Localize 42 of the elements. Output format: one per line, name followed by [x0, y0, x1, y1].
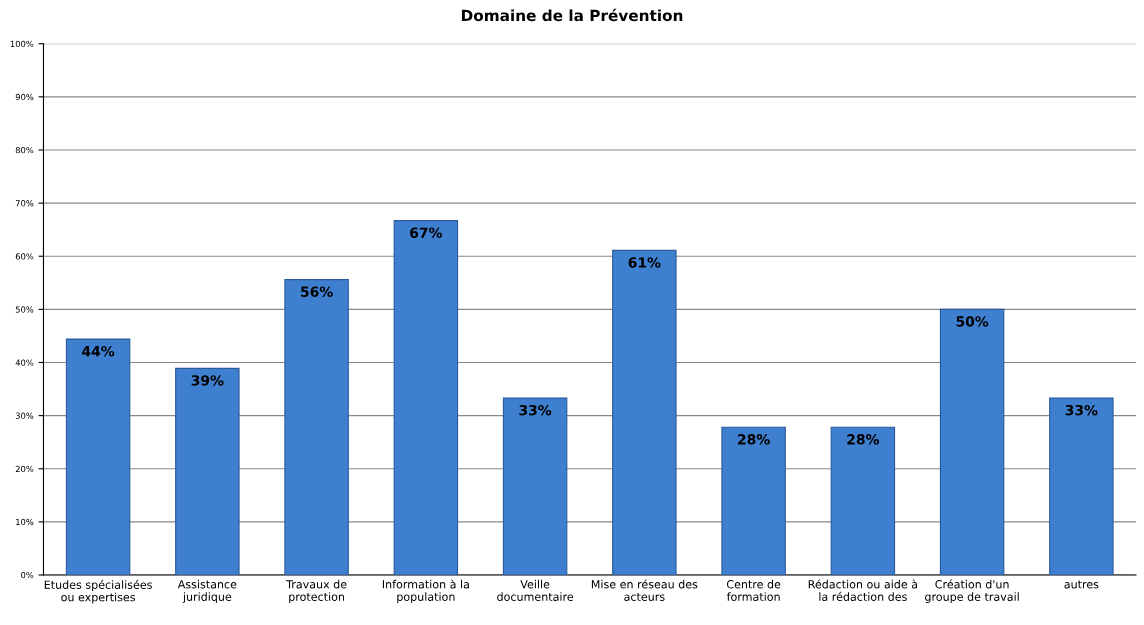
x-tick-label: Travaux de protection — [286, 579, 347, 604]
y-tick-label: 40% — [15, 359, 34, 366]
data-label: 33% — [519, 404, 552, 416]
bar — [175, 367, 240, 575]
y-tick-label: 60% — [15, 253, 34, 260]
data-label: 28% — [847, 434, 880, 445]
x-tick-label: autres — [1064, 580, 1099, 589]
data-label: 61% — [628, 257, 661, 268]
y-tick-label: 100% — [10, 40, 34, 48]
bar — [393, 220, 459, 575]
x-tick-label: Veille documentaire — [497, 579, 574, 601]
chart-title: Domaine de la Prévention — [461, 8, 683, 22]
x-tick-label: Rédaction ou aide à la rédaction des — [808, 579, 918, 601]
bar — [65, 338, 131, 575]
bar — [830, 426, 896, 575]
data-label: 28% — [738, 434, 770, 445]
y-tick-label: 10% — [16, 518, 34, 526]
bar — [1049, 397, 1114, 575]
bar — [612, 249, 677, 575]
y-tick-label: 90% — [15, 93, 34, 101]
bar — [721, 426, 786, 575]
x-tick-label: Mise en réseau des acteurs — [591, 579, 698, 601]
data-label: 44% — [82, 345, 115, 357]
x-tick-label: Information à la population — [382, 579, 469, 604]
y-tick-label: 50% — [15, 306, 34, 313]
x-tick-label: Centre de formation — [726, 579, 781, 601]
data-label: 33% — [1065, 404, 1098, 416]
bar — [939, 308, 1005, 575]
data-label: 67% — [410, 227, 443, 238]
y-tick-label: 30% — [15, 412, 34, 419]
bar — [502, 397, 568, 575]
data-label: 56% — [301, 286, 333, 297]
y-tick-label: 70% — [15, 200, 34, 207]
y-tick-label: 80% — [15, 146, 34, 154]
x-tick-label: Création d'un groupe de travail — [925, 579, 1019, 604]
data-label: 39% — [191, 375, 224, 386]
y-tick-label: 20% — [15, 465, 34, 473]
bar — [284, 279, 349, 575]
x-tick-label: Assistance juridique — [177, 579, 237, 604]
data-label: 50% — [956, 316, 989, 327]
x-tick-label: Etudes spécialisées ou expertises — [44, 579, 152, 604]
y-tick-label: 0% — [21, 571, 34, 579]
